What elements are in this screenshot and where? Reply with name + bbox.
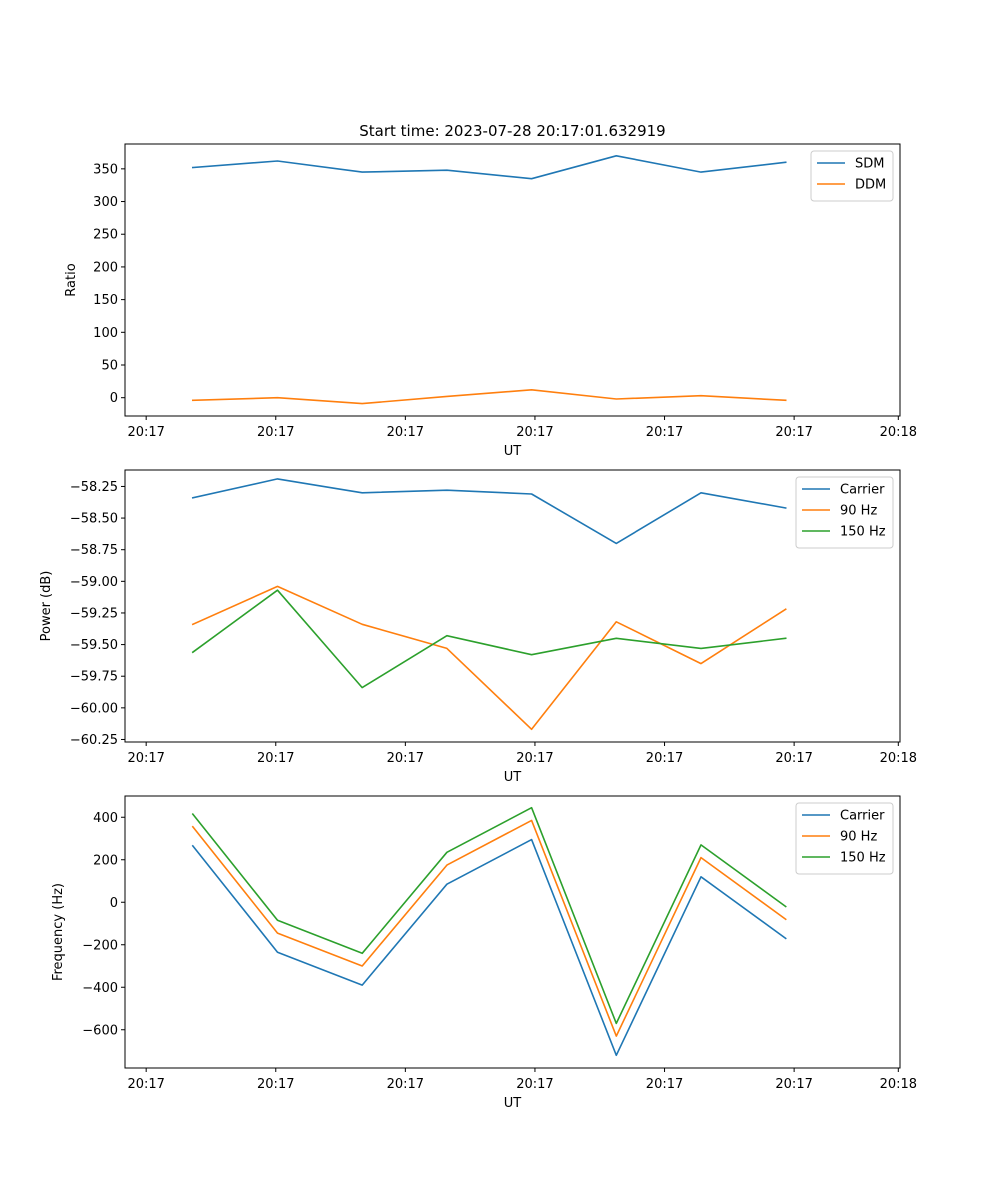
y-tick-label: −60.25 [70,733,118,748]
x-tick-label: 20:17 [516,1077,553,1092]
axes-frame [124,795,901,1069]
legend-label-ddm: DDM [855,178,886,193]
y-tick-label: 350 [93,162,118,177]
y-tick-label: 0 [110,391,118,406]
x-tick-label: 20:17 [387,425,424,440]
series-line-carrier [191,838,787,1057]
y-tick-label: −59.25 [70,606,118,621]
x-axis-label: UT [504,770,522,785]
legend-label-90-hz: 90 Hz [840,504,877,519]
y-tick-label: −200 [82,938,118,953]
x-tick-label: 20:17 [127,1077,164,1092]
x-tick-label: 20:17 [646,751,683,766]
y-tick-label: 50 [101,359,118,374]
series-line-sdm [191,155,787,180]
y-tick-label: −59.00 [70,575,118,590]
legend: Carrier 90 Hz 150 Hz [795,802,894,875]
legend-label-sdm: SDM [855,157,884,172]
y-tick-label: 200 [93,260,118,275]
x-tick-label: 20:18 [880,751,917,766]
legend-label-90-hz: 90 Hz [840,830,877,845]
figure-title: Start time: 2023-07-28 20:17:01.632919 [359,122,665,140]
chart-panel-3: −600 −400 −200 0 200 400 20:17 20:17 20:17 20:17 2… [51,795,917,1111]
series-line-ddm [191,388,787,405]
x-tick-label: 20:18 [880,425,917,440]
y-tick-label: 100 [93,326,118,341]
x-axis-label: UT [504,1096,522,1111]
legend-label-carrier: Carrier [840,809,885,824]
y-tick-label: −59.75 [70,670,118,685]
panels: 0 50 100 150 200 250 300 350 20:17 20:17 20:17 20:1… [39,143,917,1111]
x-tick-label: 20:17 [516,751,553,766]
legend-label-150-hz: 150 Hz [840,851,886,866]
y-tick-label: −58.50 [70,512,118,527]
y-axis-label: Power (dB) [39,571,54,642]
y-axis-label: Frequency (Hz) [51,883,66,981]
chart-panel-2: −60.25 −60.00 −59.75 −59.50 −59.25 −59.00 −58.… [39,469,917,785]
y-tick-label: −58.25 [70,480,118,495]
legend-label-150-hz: 150 Hz [840,525,886,540]
x-tick-label: 20:17 [775,425,812,440]
y-tick-label: −400 [82,981,118,996]
series-line-150-hz [191,806,787,1025]
axes-frame [124,143,901,417]
y-tick-label: −58.75 [70,543,118,558]
chart-panel-1: 0 50 100 150 200 250 300 350 20:17 20:17 20:17 20:1… [64,143,917,459]
y-tick-label: 150 [93,293,118,308]
x-tick-label: 20:17 [516,425,553,440]
x-axis-label: UT [504,444,522,459]
y-tick-label: 0 [110,896,118,911]
series-line-150-hz [191,589,787,689]
y-axis-label: Ratio [64,263,79,296]
legend-label-carrier: Carrier [840,483,885,498]
x-tick-label: 20:17 [127,751,164,766]
x-tick-label: 20:17 [775,751,812,766]
series-line-carrier [191,478,787,545]
y-tick-label: 300 [93,195,118,210]
x-tick-label: 20:17 [257,1077,294,1092]
y-tick-label: −600 [82,1023,118,1038]
y-tick-label: 200 [93,853,118,868]
legend: Carrier 90 Hz 150 Hz [795,476,894,549]
x-tick-label: 20:17 [257,425,294,440]
x-tick-label: 20:17 [646,1077,683,1092]
x-tick-label: 20:17 [387,1077,424,1092]
x-tick-label: 20:17 [257,751,294,766]
axes-frame [124,469,901,743]
y-tick-label: −59.50 [70,638,118,653]
x-tick-label: 20:18 [880,1077,917,1092]
y-tick-label: 400 [93,811,118,826]
series-line-90-hz [191,819,787,1037]
x-tick-label: 20:17 [775,1077,812,1092]
series-line-90-hz [191,585,787,731]
y-tick-label: 250 [93,228,118,243]
x-tick-label: 20:17 [646,425,683,440]
x-tick-label: 20:17 [127,425,164,440]
x-tick-label: 20:17 [387,751,424,766]
y-tick-label: −60.00 [70,701,118,716]
legend: SDM DDM [810,150,894,202]
